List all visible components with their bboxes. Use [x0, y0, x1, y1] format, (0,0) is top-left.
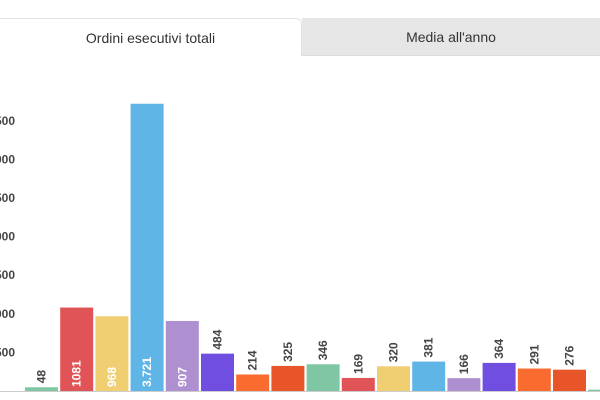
bar-value-label: 169 [351, 354, 365, 374]
bar-value-label: 276 [563, 345, 577, 365]
bar-value-label: 291 [527, 344, 541, 364]
bar [60, 307, 94, 391]
y-tick-label: 2500 [0, 191, 15, 205]
bar-value-label: 346 [316, 340, 330, 360]
bar-value-label: 484 [211, 329, 225, 349]
bar-value-label: 325 [281, 342, 295, 362]
bar-value-label: 166 [457, 354, 471, 374]
bar-value-label: 17 [598, 372, 600, 386]
bar [517, 368, 551, 391]
bar [95, 316, 129, 391]
bar [201, 353, 234, 391]
y-tick-label: 3000 [0, 152, 15, 166]
bar-value-label: 968 [105, 367, 119, 387]
y-tick-label: 500 [0, 345, 15, 359]
bar [412, 361, 446, 391]
y-tick-label: 2000 [0, 230, 15, 244]
bar-value-label: 48 [35, 370, 49, 384]
y-tick-label: 1000 [0, 307, 15, 321]
tab-media-all-anno[interactable]: Media all'anno [302, 18, 600, 56]
bar-value-label: 364 [492, 339, 506, 359]
bar [130, 103, 164, 391]
tab-bar: Ordini esecutivi totali Media all'anno [0, 18, 600, 56]
bar [553, 369, 586, 391]
bar-value-label: 320 [387, 342, 401, 362]
bar [25, 387, 58, 391]
bar-value-label: 214 [246, 350, 260, 370]
bar [165, 320, 199, 391]
bar-value-label: 1081 [70, 360, 84, 387]
bar [236, 374, 270, 391]
bar-value-label: 381 [422, 337, 436, 357]
bar [482, 362, 516, 391]
bar [306, 364, 340, 391]
y-tick-label: 1500 [0, 268, 15, 282]
y-tick-label: 3500 [0, 114, 15, 128]
bar [271, 365, 305, 391]
bar [377, 366, 410, 391]
bar-value-label: 907 [175, 367, 189, 387]
bar [341, 377, 375, 391]
bar-value-label: 3.721 [140, 357, 154, 387]
bar [588, 389, 600, 391]
tab-ordini-esecutivi-totali[interactable]: Ordini esecutivi totali [0, 18, 302, 56]
bar [447, 378, 481, 391]
